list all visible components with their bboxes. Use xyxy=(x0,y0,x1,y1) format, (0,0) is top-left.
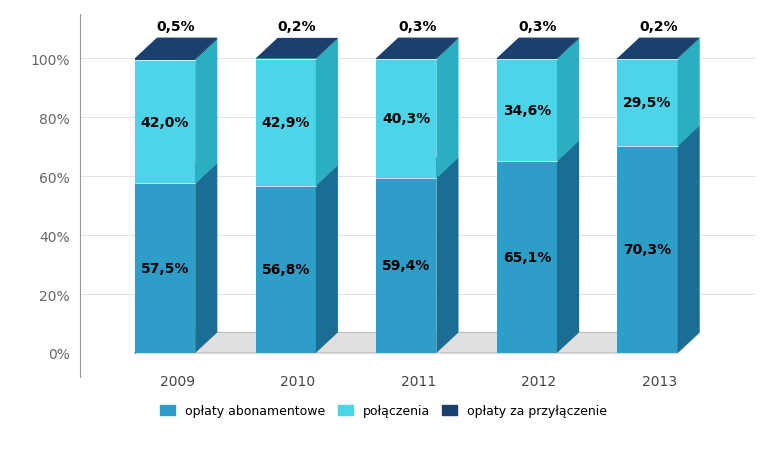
Polygon shape xyxy=(618,39,700,60)
Polygon shape xyxy=(497,59,557,60)
Polygon shape xyxy=(678,39,700,60)
Text: 70,3%: 70,3% xyxy=(624,243,671,257)
Polygon shape xyxy=(256,186,316,353)
Polygon shape xyxy=(678,39,700,147)
Text: 56,8%: 56,8% xyxy=(262,263,310,277)
Polygon shape xyxy=(196,164,217,353)
Polygon shape xyxy=(135,59,196,60)
Text: 2009: 2009 xyxy=(159,374,195,388)
Text: 2012: 2012 xyxy=(521,374,557,388)
Polygon shape xyxy=(557,40,579,162)
Polygon shape xyxy=(557,39,579,60)
Polygon shape xyxy=(376,60,437,178)
Polygon shape xyxy=(376,39,458,59)
Polygon shape xyxy=(135,184,196,353)
Polygon shape xyxy=(196,40,217,184)
Polygon shape xyxy=(497,39,579,59)
Polygon shape xyxy=(256,39,338,60)
Polygon shape xyxy=(618,60,678,147)
Polygon shape xyxy=(497,40,579,60)
Polygon shape xyxy=(316,40,338,186)
Polygon shape xyxy=(256,40,338,60)
Text: 59,4%: 59,4% xyxy=(382,259,430,273)
Polygon shape xyxy=(678,126,700,353)
Polygon shape xyxy=(256,60,316,186)
Polygon shape xyxy=(618,147,678,353)
Text: 2010: 2010 xyxy=(280,374,316,388)
Polygon shape xyxy=(376,59,437,60)
Text: 2013: 2013 xyxy=(642,374,677,388)
Polygon shape xyxy=(437,158,458,353)
Text: 2011: 2011 xyxy=(401,374,436,388)
Legend: opłaty abonamentowe, połączenia, opłaty za przyłączenie: opłaty abonamentowe, połączenia, opłaty … xyxy=(160,405,608,417)
Text: 42,9%: 42,9% xyxy=(262,116,310,130)
Polygon shape xyxy=(135,40,217,60)
Polygon shape xyxy=(557,141,579,353)
Text: 0,3%: 0,3% xyxy=(519,20,557,34)
Text: 0,2%: 0,2% xyxy=(639,20,678,34)
Polygon shape xyxy=(437,39,458,60)
Polygon shape xyxy=(497,162,557,353)
Polygon shape xyxy=(135,164,217,184)
Polygon shape xyxy=(316,39,338,60)
Polygon shape xyxy=(135,60,196,184)
Text: 29,5%: 29,5% xyxy=(623,96,671,110)
Polygon shape xyxy=(618,39,700,59)
Polygon shape xyxy=(376,158,458,178)
Polygon shape xyxy=(196,39,217,60)
Text: 42,0%: 42,0% xyxy=(141,115,189,129)
Text: 65,1%: 65,1% xyxy=(503,250,551,265)
Polygon shape xyxy=(497,141,579,162)
Polygon shape xyxy=(437,40,458,178)
Polygon shape xyxy=(376,40,458,60)
Text: 0,5%: 0,5% xyxy=(157,20,196,34)
Polygon shape xyxy=(376,178,437,353)
Polygon shape xyxy=(618,59,678,60)
Polygon shape xyxy=(497,60,557,162)
Polygon shape xyxy=(316,166,338,353)
Polygon shape xyxy=(135,333,700,353)
Text: 0,3%: 0,3% xyxy=(398,20,437,34)
Text: 40,3%: 40,3% xyxy=(382,112,430,126)
Polygon shape xyxy=(256,166,338,186)
Text: 0,2%: 0,2% xyxy=(277,20,316,34)
Text: 57,5%: 57,5% xyxy=(141,262,189,276)
Polygon shape xyxy=(618,126,700,147)
Polygon shape xyxy=(135,39,217,59)
Text: 34,6%: 34,6% xyxy=(503,104,551,118)
